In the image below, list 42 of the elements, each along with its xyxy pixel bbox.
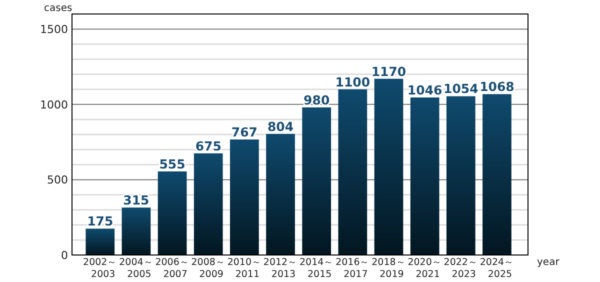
x-tick-label: 2018～ 2019 — [372, 257, 406, 280]
x-tick-label: 2012～ 2013 — [263, 257, 298, 280]
bar — [86, 228, 115, 255]
y-axis-title: cases — [44, 3, 72, 14]
x-tick-label: 2020～ 2021 — [408, 257, 442, 280]
data-label: 1068 — [480, 79, 514, 94]
x-tick-label: 2010～ 2011 — [227, 257, 262, 280]
bar — [266, 134, 295, 255]
data-label: 175 — [87, 214, 114, 229]
x-tick-label: 2016～ 2017 — [336, 257, 370, 280]
y-tick-label: 1500 — [40, 23, 68, 36]
data-label: 1100 — [335, 74, 370, 90]
bar — [338, 89, 368, 255]
data-label: 315 — [123, 192, 150, 208]
x-tick-label: 2022～ 2023 — [444, 257, 478, 280]
data-label: 675 — [195, 138, 222, 154]
bar — [122, 208, 151, 255]
x-tick-label: 2014～ 2015 — [300, 257, 334, 280]
x-tick-label: 2002～ 2003 — [83, 257, 118, 280]
bar — [302, 107, 332, 255]
bar — [482, 94, 512, 255]
data-label: 767 — [231, 124, 258, 140]
bar — [374, 78, 404, 255]
data-label: 1046 — [407, 82, 443, 98]
data-label: 1054 — [444, 81, 479, 96]
bar — [410, 97, 440, 255]
data-label: 555 — [159, 156, 186, 172]
x-axis-title: year — [537, 257, 560, 268]
data-label: 980 — [304, 92, 330, 108]
x-tick-label: 2008～ 2009 — [191, 257, 226, 280]
bar — [446, 96, 476, 255]
bar — [194, 153, 223, 255]
x-tick-label: 2006～ 2007 — [155, 257, 190, 280]
bar — [158, 171, 187, 255]
y-tick-label: 500 — [47, 174, 68, 187]
x-tick-label: 2004～ 2005 — [119, 257, 154, 280]
x-tick-label: 2024～ 2025 — [480, 257, 514, 280]
bar — [230, 139, 259, 255]
data-label: 1170 — [371, 64, 406, 79]
data-label: 804 — [267, 118, 294, 134]
y-tick-label: 1000 — [40, 98, 68, 112]
y-tick-label: 0 — [61, 249, 68, 262]
